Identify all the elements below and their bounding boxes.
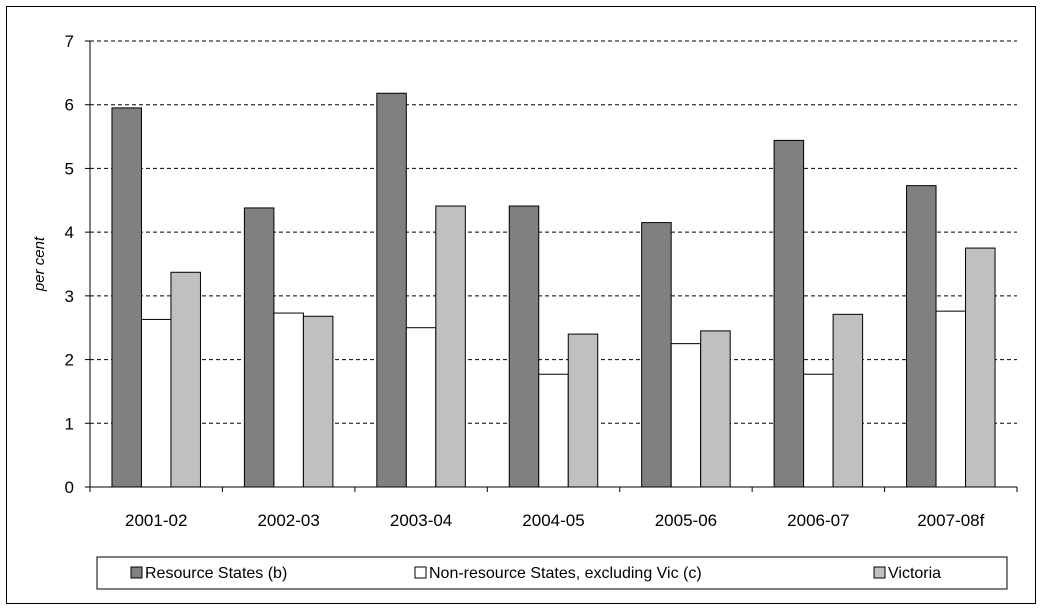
bar-non-resource-states bbox=[670, 343, 702, 488]
x-tick-label: 2003-04 bbox=[390, 511, 452, 530]
legend-swatch bbox=[414, 566, 427, 579]
bar-non-resource-states bbox=[273, 312, 304, 488]
bar-resource-states bbox=[376, 92, 407, 488]
y-tick-label: 2 bbox=[65, 351, 74, 370]
bar-victoria bbox=[832, 313, 864, 488]
x-tick-label: 2001-02 bbox=[125, 511, 187, 530]
grid-lines bbox=[90, 40, 1017, 424]
y-tick-label: 3 bbox=[65, 287, 74, 306]
y-tick-label: 0 bbox=[65, 478, 74, 497]
legend-label: Victoria bbox=[888, 565, 941, 582]
legend-box bbox=[96, 556, 1008, 590]
bar-victoria bbox=[435, 205, 466, 488]
x-tick-label: 2004-05 bbox=[522, 511, 584, 530]
y-tick-label: 6 bbox=[65, 96, 74, 115]
x-tick-labels: 2001-02 2002-03 2003-04 2004-05 2005-06 2006-… bbox=[125, 511, 985, 530]
legend-swatch bbox=[873, 566, 886, 579]
y-tick-label: 4 bbox=[65, 223, 74, 242]
bar-victoria bbox=[700, 330, 731, 488]
y-tick-label: 1 bbox=[65, 414, 74, 433]
x-tick-label: 2002-03 bbox=[257, 511, 319, 530]
x-tick-label: 2007-08f bbox=[917, 511, 984, 530]
y-tick-label: 5 bbox=[65, 159, 74, 178]
x-tick-label: 2005-06 bbox=[655, 511, 717, 530]
bars bbox=[111, 92, 996, 488]
legend: Resource States (b) Non-resource States, … bbox=[96, 556, 1008, 590]
bar-resource-states bbox=[906, 185, 937, 488]
bar-victoria bbox=[567, 333, 599, 488]
bar-non-resource-states bbox=[140, 318, 172, 488]
legend-label: Non-resource States, excluding Vic (c) bbox=[429, 565, 702, 582]
axes bbox=[85, 40, 1018, 492]
bar-resource-states bbox=[641, 222, 672, 488]
bar-resource-states bbox=[508, 205, 540, 488]
bar-resource-states bbox=[111, 107, 142, 488]
bar-non-resource-states bbox=[538, 373, 569, 488]
bar-victoria bbox=[965, 247, 996, 488]
bar-non-resource-states bbox=[803, 373, 834, 488]
bar-victoria bbox=[170, 271, 201, 488]
bar-resource-states bbox=[773, 139, 805, 488]
y-tick-label: 7 bbox=[65, 32, 74, 51]
legend-swatch bbox=[130, 566, 143, 579]
bar-non-resource-states bbox=[405, 327, 437, 488]
y-axis-title: per cent bbox=[31, 236, 48, 292]
x-tick-label: 2006-07 bbox=[787, 511, 849, 530]
legend-label: Resource States (b) bbox=[145, 565, 287, 582]
bar-resource-states bbox=[243, 207, 275, 488]
bar-non-resource-states bbox=[935, 310, 967, 488]
bar-victoria bbox=[302, 315, 334, 488]
y-tick-labels: 0 1 2 3 4 5 6 7 bbox=[65, 32, 74, 497]
